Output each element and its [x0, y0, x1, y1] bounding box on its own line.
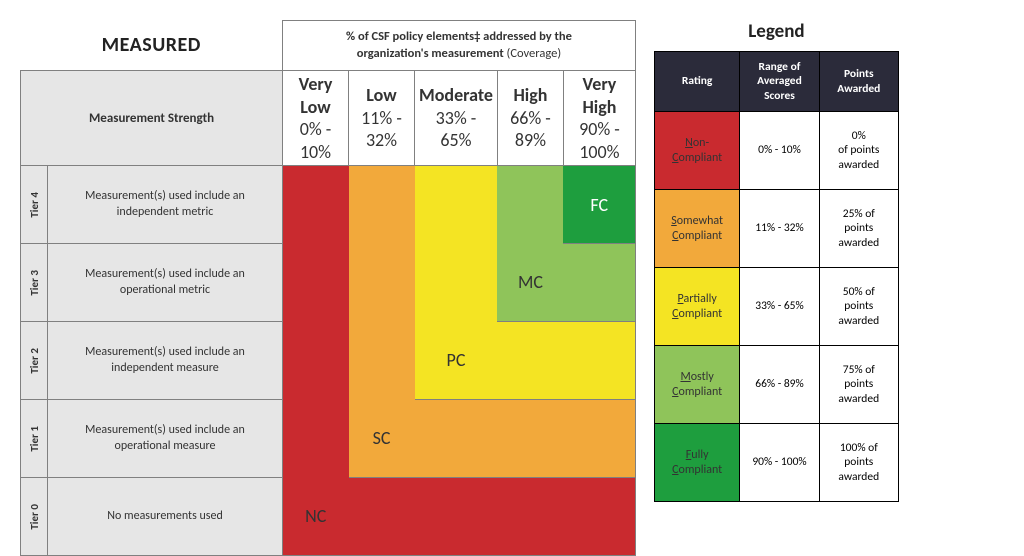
legend-table: Rating Range of Averaged Scores Points A…: [654, 51, 899, 502]
cell-t1-h: [497, 400, 563, 478]
cell-t1-m: [415, 400, 498, 478]
measured-title: MEASURED: [21, 21, 283, 71]
legend-range: 90% - 100%: [740, 424, 819, 502]
page-container: MEASURED % of CSF policy elements‡ addre…: [20, 20, 1004, 556]
cell-t3-l: [349, 244, 415, 322]
legend-rating: Fully Compliant: [654, 424, 739, 502]
cell-t0-vh: [563, 478, 635, 556]
legend-rating: Somewhat Compliant: [654, 190, 739, 268]
matrix-row-tier3: Tier 3 Measurement(s) used include an op…: [21, 244, 636, 322]
legend-range: 11% - 32%: [740, 190, 819, 268]
legend-header-rating: Rating: [654, 52, 739, 112]
legend-points: 75% ofpointsawarded: [819, 346, 898, 424]
tier-label-4: Tier 4: [21, 166, 48, 244]
tier-desc-3: Measurement(s) used include an operation…: [48, 244, 283, 322]
legend-container: Legend Rating Range of Averaged Scores P…: [654, 20, 899, 502]
legend-range: 33% - 65%: [740, 268, 819, 346]
cell-t3-h: MC: [497, 244, 563, 322]
cell-t4-l: [349, 166, 415, 244]
col-header-very-low: Very Low0% - 10%: [283, 71, 349, 166]
cell-t2-l: [349, 322, 415, 400]
cell-t4-vh: FC: [563, 166, 635, 244]
tier-desc-2: Measurement(s) used include an independe…: [48, 322, 283, 400]
cell-t0-l: [349, 478, 415, 556]
matrix-row-tier0: Tier 0 No measurements used NC: [21, 478, 636, 556]
legend-range: 0% - 10%: [740, 112, 819, 190]
cell-t1-l: SC: [349, 400, 415, 478]
cell-t2-vl: [283, 322, 349, 400]
cell-t1-vh: [563, 400, 635, 478]
col-header-very-high: Very High90% - 100%: [563, 71, 635, 166]
tier-label-0: Tier 0: [21, 478, 48, 556]
cell-t2-h: [497, 322, 563, 400]
matrix-row-tier2: Tier 2 Measurement(s) used include an in…: [21, 322, 636, 400]
legend-points: 50% ofpointsawarded: [819, 268, 898, 346]
col-header-high: High66% - 89%: [497, 71, 563, 166]
legend-range: 66% - 89%: [740, 346, 819, 424]
cell-t0-h: [497, 478, 563, 556]
legend-row: Non-Compliant0% - 10%0%of pointsawarded: [654, 112, 898, 190]
legend-rating: Partially Compliant: [654, 268, 739, 346]
cell-t3-m: [415, 244, 498, 322]
tier-label-1: Tier 1: [21, 400, 48, 478]
cell-t4-m: [415, 166, 498, 244]
cell-t1-vl: [283, 400, 349, 478]
matrix-row-tier4: Tier 4 Measurement(s) used include an in…: [21, 166, 636, 244]
tier-desc-4: Measurement(s) used include an independe…: [48, 166, 283, 244]
legend-title: Legend: [654, 20, 899, 43]
compliance-matrix: MEASURED % of CSF policy elements‡ addre…: [20, 20, 636, 556]
col-header-low: Low11% - 32%: [349, 71, 415, 166]
cell-t3-vh: [563, 244, 635, 322]
cell-t4-h: [497, 166, 563, 244]
cell-t0-m: [415, 478, 498, 556]
tier-label-2: Tier 2: [21, 322, 48, 400]
tier-desc-0: No measurements used: [48, 478, 283, 556]
legend-row: Partially Compliant33% - 65%50% ofpoints…: [654, 268, 898, 346]
cell-t4-vl: [283, 166, 349, 244]
cell-t3-vl: [283, 244, 349, 322]
coverage-title-light: (Coverage): [507, 46, 562, 61]
cell-t2-vh: [563, 322, 635, 400]
legend-points: 0%of pointsawarded: [819, 112, 898, 190]
cell-t0-vl: NC: [283, 478, 349, 556]
legend-points: 25% ofpointsawarded: [819, 190, 898, 268]
legend-rating: Non-Compliant: [654, 112, 739, 190]
tier-desc-1: Measurement(s) used include an operation…: [48, 400, 283, 478]
matrix-row-tier1: Tier 1 Measurement(s) used include an op…: [21, 400, 636, 478]
col-header-moderate: Moderate33% - 65%: [415, 71, 498, 166]
legend-row: Fully Compliant90% - 100%100% ofpointsaw…: [654, 424, 898, 502]
legend-header-points: Points Awarded: [819, 52, 898, 112]
coverage-title: % of CSF policy elements‡ addressed by t…: [283, 21, 636, 71]
legend-points: 100% ofpointsawarded: [819, 424, 898, 502]
cell-t2-m: PC: [415, 322, 498, 400]
legend-rating: Mostly Compliant: [654, 346, 739, 424]
legend-row: Somewhat Compliant11% - 32%25% ofpointsa…: [654, 190, 898, 268]
legend-header-range: Range of Averaged Scores: [740, 52, 819, 112]
legend-row: Mostly Compliant66% - 89%75% ofpointsawa…: [654, 346, 898, 424]
measurement-strength-header: Measurement Strength: [21, 71, 283, 166]
tier-label-3: Tier 3: [21, 244, 48, 322]
